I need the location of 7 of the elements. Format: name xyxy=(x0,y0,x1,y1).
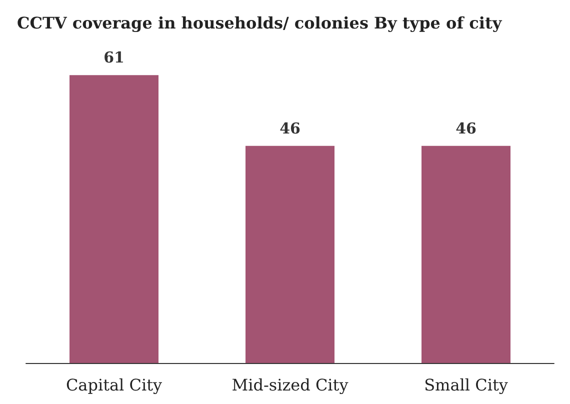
data-label: 46 xyxy=(280,119,300,138)
x-tick-label: Mid-sized City xyxy=(232,376,348,394)
chart-title: CCTV coverage in households/ colonies By type of city xyxy=(17,14,502,32)
data-label: 46 xyxy=(456,119,476,138)
data-label: 61 xyxy=(104,48,124,67)
x-tick-label: Capital City xyxy=(66,376,162,394)
x-tick-label: Small City xyxy=(424,376,508,394)
